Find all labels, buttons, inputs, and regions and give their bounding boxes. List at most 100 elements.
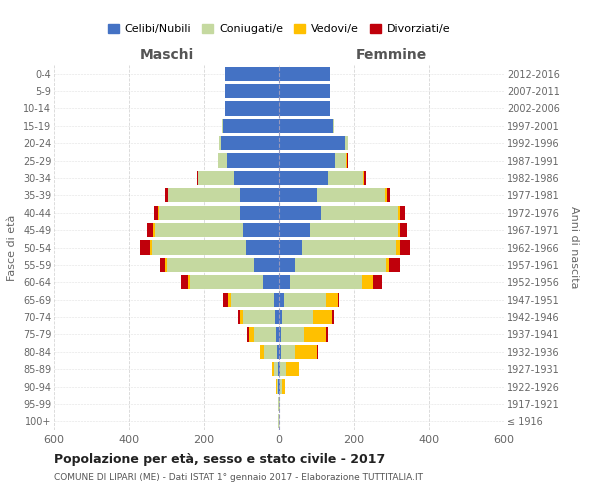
Bar	[281, 328, 304, 342]
Bar	[344, 136, 347, 150]
Bar	[166, 258, 167, 272]
Bar	[239, 310, 244, 324]
Bar	[275, 310, 279, 324]
Bar	[400, 240, 410, 254]
Bar	[260, 344, 264, 359]
Bar	[279, 362, 280, 376]
Bar	[246, 240, 279, 254]
Bar	[169, 188, 239, 202]
Bar	[239, 206, 279, 220]
Bar	[274, 362, 278, 376]
Text: Femmine: Femmine	[356, 48, 427, 62]
Bar	[234, 171, 279, 185]
Bar	[279, 223, 310, 237]
Bar	[347, 154, 349, 168]
Bar	[386, 188, 391, 202]
Bar	[346, 154, 347, 168]
Bar	[400, 206, 406, 220]
Bar	[277, 380, 278, 394]
Legend: Celibi/Nubili, Coniugati/e, Vedovi/e, Divorziati/e: Celibi/Nubili, Coniugati/e, Vedovi/e, Di…	[103, 20, 455, 39]
Bar	[247, 328, 249, 342]
Bar	[218, 154, 227, 168]
Bar	[188, 275, 190, 289]
Bar	[398, 206, 400, 220]
Bar	[164, 188, 167, 202]
Bar	[280, 362, 286, 376]
Bar	[159, 206, 239, 220]
Bar	[181, 275, 188, 289]
Bar	[154, 206, 158, 220]
Bar	[279, 275, 290, 289]
Bar	[290, 275, 361, 289]
Bar	[335, 154, 346, 168]
Bar	[313, 310, 332, 324]
Bar	[167, 258, 254, 272]
Bar	[167, 188, 169, 202]
Bar	[279, 154, 335, 168]
Bar	[244, 223, 279, 237]
Bar	[281, 380, 284, 394]
Bar	[278, 380, 279, 394]
Bar	[325, 292, 337, 307]
Bar	[373, 275, 382, 289]
Bar	[304, 328, 326, 342]
Bar	[281, 344, 295, 359]
Bar	[321, 206, 398, 220]
Bar	[197, 171, 199, 185]
Bar	[361, 275, 373, 289]
Bar	[272, 362, 274, 376]
Bar	[286, 362, 299, 376]
Bar	[396, 240, 400, 254]
Bar	[279, 84, 329, 98]
Bar	[229, 292, 230, 307]
Bar	[310, 223, 398, 237]
Bar	[279, 344, 281, 359]
Bar	[199, 171, 234, 185]
Bar	[223, 292, 229, 307]
Bar	[279, 66, 329, 81]
Bar	[279, 310, 282, 324]
Bar	[280, 380, 281, 394]
Bar	[279, 206, 321, 220]
Bar	[263, 275, 279, 289]
Bar	[249, 328, 254, 342]
Bar	[244, 310, 275, 324]
Bar	[295, 258, 386, 272]
Bar	[398, 223, 400, 237]
Bar	[389, 258, 400, 272]
Bar	[279, 188, 317, 202]
Text: Popolazione per età, sesso e stato civile - 2017: Popolazione per età, sesso e stato civil…	[54, 452, 385, 466]
Bar	[223, 118, 279, 133]
Text: Maschi: Maschi	[139, 48, 194, 62]
Bar	[295, 344, 317, 359]
Bar	[274, 292, 279, 307]
Bar	[155, 223, 244, 237]
Bar	[158, 206, 159, 220]
Bar	[224, 84, 279, 98]
Bar	[279, 102, 329, 116]
Bar	[160, 258, 166, 272]
Bar	[230, 292, 274, 307]
Bar	[254, 258, 279, 272]
Bar	[264, 344, 277, 359]
Bar	[254, 328, 276, 342]
Bar	[152, 240, 246, 254]
Bar	[224, 102, 279, 116]
Bar	[364, 171, 366, 185]
Bar	[400, 223, 407, 237]
Bar	[279, 328, 281, 342]
Bar	[282, 310, 313, 324]
Bar	[332, 310, 334, 324]
Bar	[190, 275, 263, 289]
Bar	[151, 240, 152, 254]
Bar	[276, 328, 279, 342]
Bar	[279, 136, 344, 150]
Bar	[386, 258, 389, 272]
Bar	[317, 188, 385, 202]
Bar	[227, 154, 279, 168]
Bar	[328, 171, 364, 185]
Bar	[224, 66, 279, 81]
Bar	[220, 136, 221, 150]
Bar	[279, 240, 302, 254]
Bar	[154, 223, 155, 237]
